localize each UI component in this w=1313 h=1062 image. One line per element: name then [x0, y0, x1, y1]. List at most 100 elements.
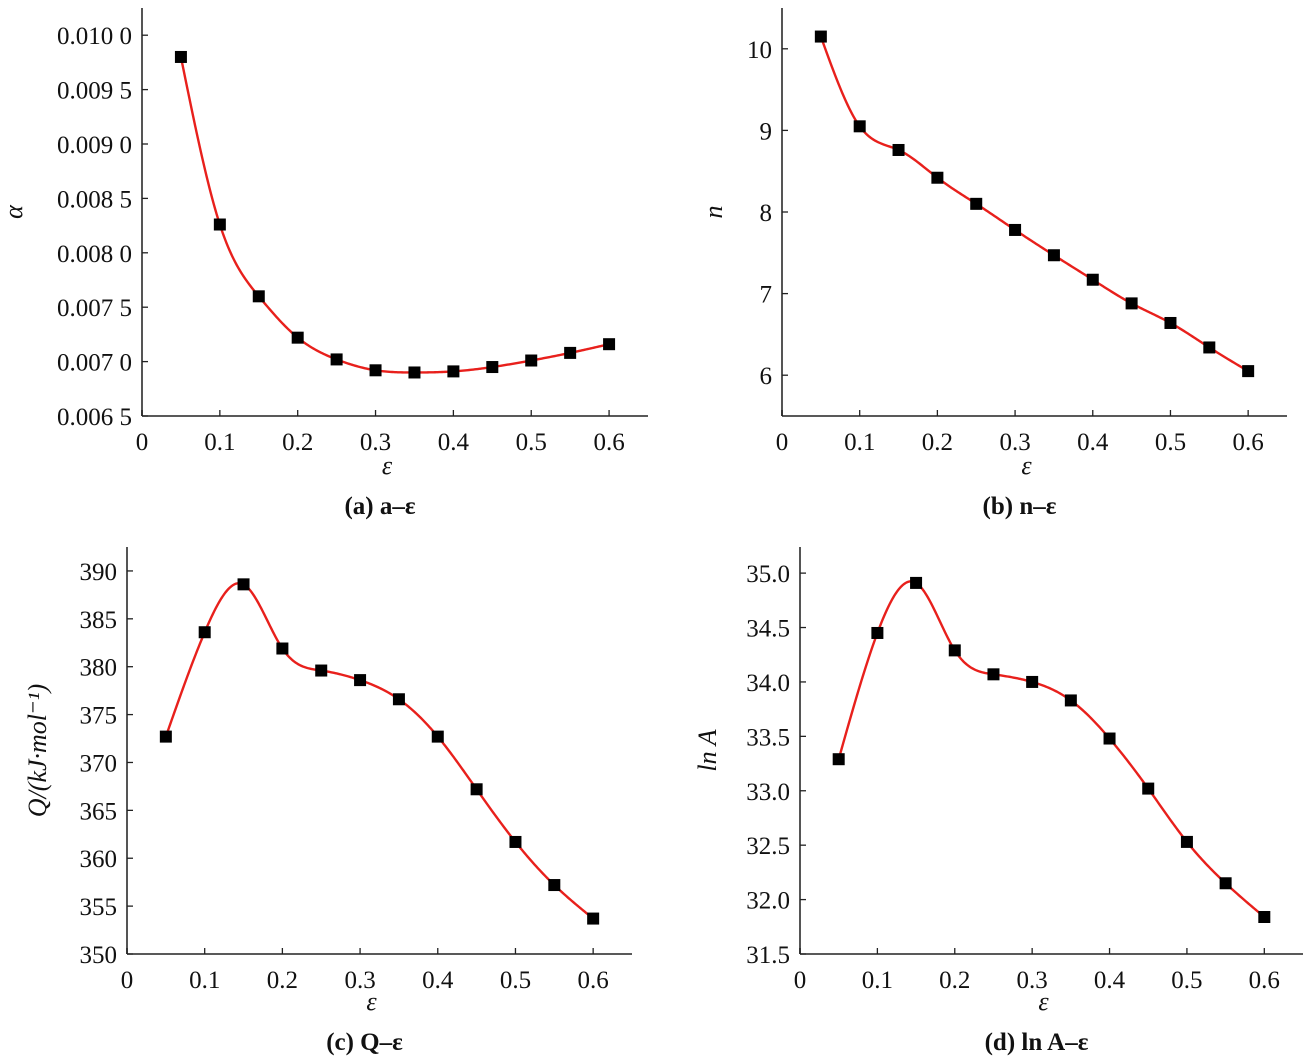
- x-tick-label: 0.2: [267, 967, 298, 994]
- data-point: [910, 576, 923, 589]
- data-point: [587, 912, 600, 925]
- x-axis-label: ε: [1021, 451, 1032, 480]
- x-tick-label: 0.5: [1155, 429, 1186, 456]
- data-point: [291, 331, 304, 344]
- y-tick-label: 0.007 0: [57, 350, 132, 377]
- x-axis-label: ε: [366, 987, 377, 1016]
- y-tick-label: 31.5: [746, 942, 790, 969]
- panel-b: 0 0.1 0.2 0.3 0.4 0.5 0.6 6 7 8 9 10 ε n (b) n–ε: [699, 8, 1287, 520]
- y-tick-label: 380: [80, 655, 118, 682]
- data-point: [354, 674, 367, 687]
- data-point: [814, 30, 827, 43]
- y-tick-label: 7: [760, 282, 773, 309]
- data-point: [832, 753, 845, 766]
- data-point: [1047, 249, 1060, 262]
- data-point: [1125, 297, 1138, 310]
- data-point: [213, 218, 226, 231]
- y-tick-label: 0.006 5: [57, 404, 132, 431]
- y-tick-label: 33.5: [746, 724, 790, 751]
- data-point: [871, 626, 884, 639]
- x-tick-label: 0.1: [204, 429, 235, 456]
- data-point: [1258, 911, 1271, 923]
- x-tick-label: 0: [136, 429, 149, 456]
- y-tick-label: 33.0: [746, 779, 790, 806]
- y-tick-label: 0.009 5: [57, 78, 132, 105]
- panel-a: 0 0.1 0.2 0.3 0.4 0.5 0.6 0.006 5 0.007 0 0.007 5…: [0, 8, 648, 520]
- data-point: [1164, 316, 1177, 329]
- y-tick-label: 375: [80, 703, 118, 730]
- panel-c: 0 0.1 0.2 0.3 0.4 0.5 0.6 350 355 360 365 370 375 380…: [23, 547, 632, 1056]
- y-axis-label: Q/(kJ·mol⁻¹): [23, 684, 52, 817]
- x-tick-label: 0.6: [593, 429, 624, 456]
- x-tick-label: 0.4: [438, 429, 470, 456]
- y-tick-label: 34.5: [746, 616, 790, 643]
- data-point: [987, 668, 1000, 681]
- data-point: [892, 143, 905, 156]
- y-axis-label: α: [0, 204, 28, 219]
- y-tick-label: 0.009 0: [57, 132, 132, 159]
- data-point: [408, 366, 421, 379]
- y-tick-label: 35.0: [746, 561, 790, 588]
- y-tick-label: 0.010 0: [57, 23, 132, 50]
- x-tick-label: 0.2: [939, 967, 970, 994]
- panel-d: 0 0.1 0.2 0.3 0.4 0.5 0.6 31.5 32.0 32.5 33.0 33.5 3…: [693, 547, 1303, 1056]
- x-tick-label: 0.6: [1233, 429, 1264, 456]
- data-point: [1242, 365, 1255, 378]
- x-tick-label: 0.1: [189, 967, 220, 994]
- y-tick-label: 32.5: [746, 833, 790, 860]
- y-tick-label: 32.0: [746, 888, 790, 915]
- data-point: [1203, 341, 1216, 354]
- y-axis-label: n: [699, 206, 728, 219]
- x-tick-label: 0.1: [844, 429, 875, 456]
- data-point: [1026, 675, 1039, 688]
- data-point: [1009, 223, 1022, 236]
- x-tick-label: 0.3: [344, 967, 375, 994]
- data-point: [431, 730, 444, 743]
- data-point: [470, 783, 483, 796]
- fit-curve: [837, 580, 1266, 918]
- y-tick-label: 370: [80, 750, 118, 777]
- y-tick-label: 10: [747, 37, 772, 64]
- x-tick-label: 0.4: [1077, 429, 1109, 456]
- data-point: [330, 353, 343, 366]
- data-point: [509, 835, 522, 848]
- y-tick-label: 34.0: [746, 670, 790, 697]
- data-point: [174, 50, 187, 63]
- y-tick-label: 6: [760, 363, 773, 390]
- data-point: [948, 644, 961, 657]
- x-tick-label: 0.5: [1171, 967, 1202, 994]
- data-point: [564, 346, 577, 359]
- x-tick-label: 0.4: [422, 967, 454, 994]
- x-tick-label: 0.1: [862, 967, 893, 994]
- y-tick-label: 365: [80, 798, 118, 825]
- y-tick-label: 350: [80, 942, 118, 969]
- x-tick-label: 0.3: [999, 429, 1030, 456]
- data-point: [392, 693, 405, 706]
- data-point: [1180, 835, 1193, 848]
- data-point: [603, 338, 616, 351]
- x-axis-label: ε: [1038, 987, 1049, 1016]
- fit-curve: [164, 581, 594, 920]
- x-tick-label: 0: [776, 429, 789, 456]
- data-point: [1219, 877, 1232, 890]
- y-tick-label: 9: [760, 118, 773, 145]
- data-point: [931, 171, 944, 184]
- y-tick-label: 0.007 5: [57, 295, 132, 322]
- y-axis-label: ln A: [693, 729, 722, 771]
- data-point: [1142, 782, 1155, 795]
- x-tick-label: 0.2: [282, 429, 313, 456]
- data-point: [369, 364, 382, 377]
- data-point: [1064, 694, 1077, 707]
- fit-curve: [179, 56, 610, 374]
- y-tick-label: 390: [80, 559, 118, 586]
- data-point: [276, 642, 289, 655]
- x-tick-label: 0.3: [360, 429, 391, 456]
- x-tick-label: 0.4: [1094, 967, 1126, 994]
- panel-caption: (b) n–ε: [983, 493, 1057, 520]
- data-point: [159, 730, 172, 743]
- data-point: [315, 664, 328, 677]
- fit-curve: [819, 36, 1249, 373]
- panel-caption: (a) a–ε: [344, 493, 415, 520]
- data-point: [252, 290, 265, 303]
